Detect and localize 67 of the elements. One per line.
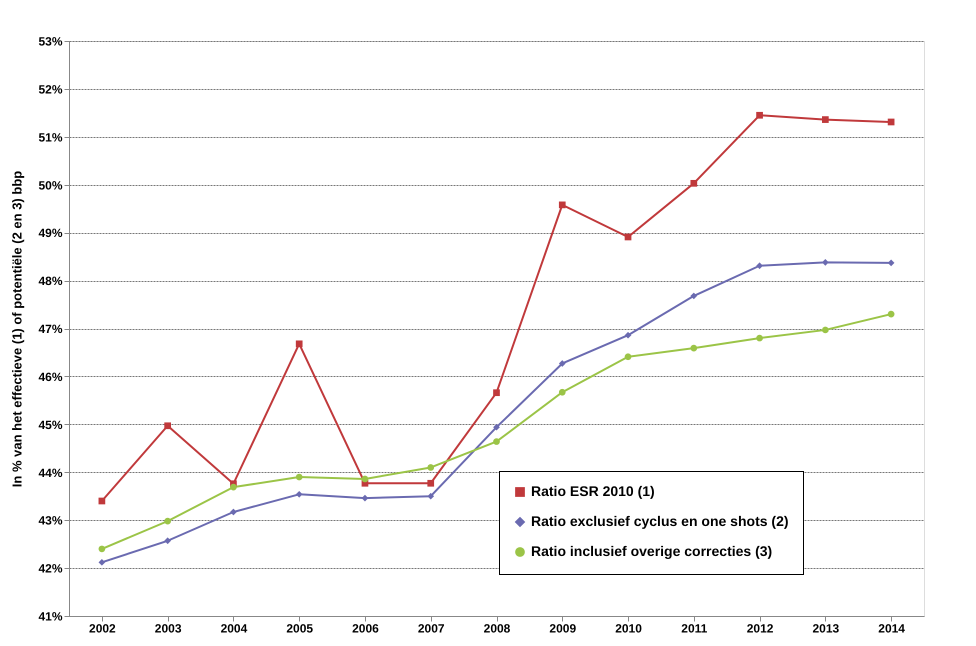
y-tick-label: 53%: [38, 34, 63, 48]
x-tick-label: 2004: [220, 622, 248, 636]
point: [493, 438, 500, 445]
point: [888, 118, 894, 126]
y-tick-label: 47%: [38, 322, 63, 336]
point: [427, 492, 434, 500]
point: [690, 344, 698, 352]
y-tick-label: 46%: [38, 370, 63, 384]
legend-label: Ratio ESR 2010 (1): [531, 483, 655, 499]
y-tick-label: 51%: [38, 130, 63, 144]
point: [822, 326, 829, 334]
y-tick-label: 52%: [38, 82, 63, 96]
x-tick-label: 2009: [549, 622, 576, 636]
point: [296, 490, 303, 498]
x-tick-label: 2003: [154, 622, 182, 636]
point: [164, 537, 172, 544]
x-tick-label: 2012: [746, 622, 774, 636]
point: [558, 388, 566, 396]
point: [690, 292, 698, 300]
point: [690, 180, 698, 187]
point: [230, 484, 237, 490]
point: [558, 360, 566, 367]
point: [427, 464, 434, 471]
point: [98, 546, 106, 552]
y-tick-label: 49%: [38, 226, 63, 240]
point: [493, 389, 500, 396]
point: [558, 202, 566, 208]
point: [230, 508, 237, 516]
y-tick-label: 41%: [38, 610, 63, 624]
point: [493, 424, 500, 431]
x-tick-label: 2005: [286, 622, 314, 636]
point: [164, 422, 172, 430]
y-tick-label: 50%: [38, 178, 63, 192]
point: [888, 310, 894, 318]
point: [427, 480, 434, 487]
y-tick-label: 48%: [38, 274, 63, 288]
x-tick-label: 2011: [681, 622, 708, 636]
x-tick-label: 2010: [615, 622, 642, 636]
point: [888, 260, 894, 266]
point: [822, 259, 829, 266]
x-tick-label: 2006: [352, 622, 380, 636]
y-tick-label: 42%: [38, 562, 63, 576]
y-axis-title: In % van het effectieve (1) of potentiële (2 en 3) bbp: [9, 170, 24, 488]
point: [624, 234, 632, 240]
point: [296, 340, 303, 348]
y-tick-label: 44%: [38, 466, 63, 480]
y-tick-label: 45%: [38, 418, 63, 432]
point: [822, 116, 829, 123]
point: [362, 476, 368, 482]
point: [756, 112, 763, 119]
point: [756, 334, 763, 342]
x-tick-label: 2007: [418, 622, 445, 636]
x-tick-label: 2002: [89, 622, 116, 636]
point: [98, 498, 106, 504]
point: [756, 262, 763, 270]
x-tick-label: 2008: [484, 622, 511, 636]
point: [164, 518, 172, 524]
y-tick-label: 43%: [38, 514, 63, 528]
point: [98, 558, 106, 566]
point: [624, 332, 632, 339]
x-tick-label: 2014: [878, 622, 906, 636]
point: [362, 494, 368, 502]
legend-label: Ratio exclusief cyclus en one shots (2): [531, 513, 789, 529]
x-tick-label: 2013: [812, 622, 840, 636]
legend-label: Ratio inclusief overige correcties (3): [531, 543, 772, 559]
point: [296, 474, 303, 480]
point: [624, 353, 632, 360]
